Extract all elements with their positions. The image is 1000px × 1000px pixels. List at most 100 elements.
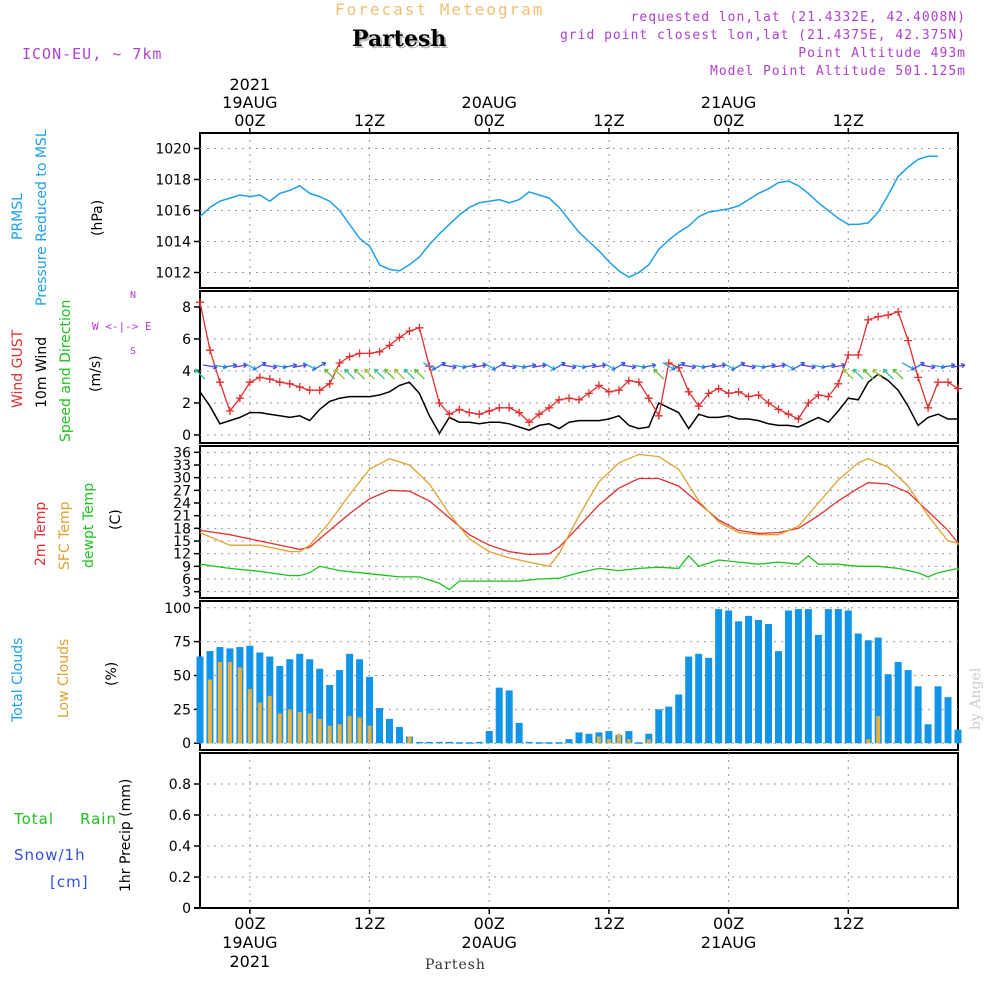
panel-frame	[199, 290, 959, 444]
total-cloud-bar	[655, 709, 663, 744]
y-tick-label: 0.2	[169, 870, 191, 886]
gust-marker	[744, 392, 753, 401]
gust-marker	[604, 387, 613, 396]
total-cloud-bar	[535, 742, 543, 744]
total-cloud-bar	[884, 674, 892, 744]
gust-marker	[884, 311, 893, 319]
wind-direction-arrow	[353, 368, 365, 380]
gust-marker	[565, 394, 574, 403]
y-tick-label: 1014	[155, 235, 191, 251]
gust-marker	[515, 408, 524, 417]
wind-direction-arrow	[950, 362, 966, 369]
total-cloud-bar	[774, 651, 782, 744]
gust-marker	[345, 352, 354, 361]
gust-marker	[654, 411, 663, 420]
bottom-time-label: 00Z	[234, 914, 265, 933]
total-cloud-bar	[256, 652, 264, 744]
gust-marker	[225, 407, 234, 415]
gust-marker	[305, 386, 314, 395]
bottom-time-label: 21AUG	[701, 933, 756, 952]
total-cloud-bar	[316, 668, 324, 744]
gust-marker	[485, 407, 494, 415]
total-cloud-bar	[346, 653, 354, 744]
total-cloud-bar	[745, 615, 753, 744]
bottom-time-label: 00Z	[713, 914, 744, 933]
low-cloud-bar	[876, 716, 881, 744]
total-cloud-bar	[575, 732, 583, 744]
bottom-time-label: 12Z	[354, 914, 385, 933]
total-cloud-bar	[495, 687, 503, 744]
gust-marker	[255, 373, 264, 382]
y-tick-label: 18	[173, 521, 191, 537]
gust-marker	[724, 389, 733, 398]
wind-direction-arrow	[492, 361, 506, 371]
gust-marker	[265, 375, 274, 383]
low-cloud-bar	[217, 661, 222, 744]
total-cloud-bar	[904, 670, 912, 744]
gust-marker	[934, 378, 943, 387]
gust-marker	[714, 384, 723, 393]
top-time-label: 00Z	[234, 111, 265, 130]
gust-marker	[395, 333, 404, 342]
wind-direction-arrow	[831, 362, 846, 369]
low-cloud-bar	[616, 733, 621, 744]
gust-marker	[435, 399, 444, 407]
total-cloud-bar	[585, 733, 593, 744]
temp-sfc-line	[199, 453, 959, 568]
gust-marker	[684, 387, 693, 396]
wind-direction-arrow	[792, 361, 806, 371]
low-cloud-bar	[407, 736, 412, 744]
gust-marker	[734, 387, 743, 396]
total-cloud-bar	[645, 733, 653, 744]
wind-direction-arrow	[253, 361, 267, 371]
y-tick-label: 0.6	[169, 808, 191, 824]
requested-coords: requested lon,lat (21.4332E, 42.4008N)	[630, 10, 966, 25]
wind-direction-arrow	[862, 368, 874, 380]
low-cloud-bar	[297, 712, 302, 744]
top-time-label: 19AUG	[222, 93, 277, 112]
total-cloud-bar	[765, 624, 772, 744]
low-cloud-bar	[357, 717, 362, 744]
temp-dew-line	[199, 554, 959, 591]
total-cloud-bar	[425, 741, 433, 744]
panel-frame	[199, 752, 959, 909]
y-tick-label: 3	[182, 585, 191, 601]
total-cloud-bar	[725, 610, 733, 744]
gust-marker	[375, 347, 384, 356]
compass-s: S	[130, 346, 137, 357]
wind-direction-arrow	[324, 368, 336, 380]
gust-marker	[455, 405, 464, 414]
pressure-line	[199, 155, 939, 278]
top-time-label: 2021	[230, 75, 271, 94]
total-cloud-bar	[794, 609, 802, 744]
wind-direction-arrow	[612, 361, 626, 371]
total-cloud-bar	[415, 741, 423, 744]
total-cloud-bar	[665, 706, 673, 744]
total-cloud-bar	[196, 656, 204, 744]
wind-direction-arrow	[393, 368, 405, 380]
y-tick-label: 1018	[155, 173, 191, 189]
top-time-label: 12Z	[354, 111, 385, 130]
y-tick-label: 1012	[155, 266, 191, 282]
gust-marker	[415, 323, 424, 332]
wind-direction-arrow	[732, 361, 746, 371]
gust-marker	[545, 403, 554, 412]
y-tick-label: 6	[182, 332, 191, 348]
y-tick-label: 36	[173, 445, 191, 461]
low-cloud-bar	[327, 725, 332, 744]
total-cloud-bar	[465, 742, 473, 744]
chart-title: Forecast Meteogram	[335, 0, 545, 19]
gust-marker	[325, 379, 334, 388]
total-cloud-bar	[804, 609, 812, 744]
panel-frame	[199, 445, 959, 599]
y-tick-label: 75	[173, 635, 191, 651]
gust-marker	[784, 410, 793, 419]
gust-marker	[525, 418, 534, 427]
gust-marker	[365, 349, 374, 358]
y-tick-label: 27	[173, 483, 191, 499]
total-cloud-bar	[505, 690, 513, 744]
low-cloud-bar	[347, 716, 352, 744]
gust-marker	[694, 402, 703, 411]
total-cloud-bar	[545, 742, 553, 744]
low-cloud-bar	[287, 709, 292, 744]
